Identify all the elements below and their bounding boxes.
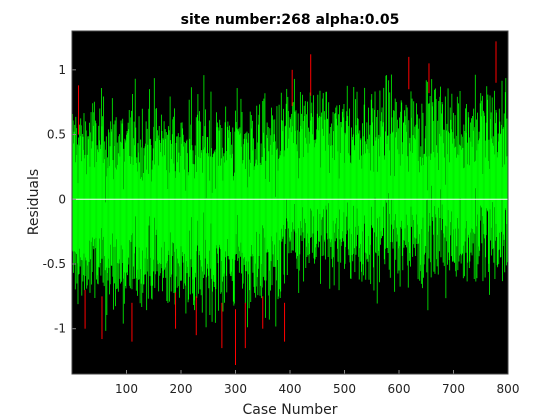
plot-frame xyxy=(71,30,509,375)
chart-title: site number:268 alpha:0.05 xyxy=(181,12,400,28)
y-axis-label: Residuals xyxy=(26,169,42,235)
x-axis-label: Case Number xyxy=(243,402,338,418)
x-tick-label: 600 xyxy=(388,382,411,396)
x-tick-label: 300 xyxy=(224,382,247,396)
x-tick-label: 700 xyxy=(442,382,465,396)
y-tick-label: 1 xyxy=(58,63,66,77)
x-tick-label: 500 xyxy=(333,382,356,396)
y-axis-ticks: -1 -0.5 0 0.5 1 xyxy=(43,63,76,336)
outlier-intervals xyxy=(78,41,497,365)
x-tick-label: 800 xyxy=(497,382,520,396)
x-tick-label: 400 xyxy=(279,382,302,396)
y-tick-label: 0.5 xyxy=(47,128,66,142)
y-tick-label: -1 xyxy=(54,322,66,336)
x-tick-label: 100 xyxy=(115,382,138,396)
x-tick-label: 200 xyxy=(170,382,193,396)
y-tick-label: -0.5 xyxy=(43,257,66,271)
residual-intervals xyxy=(72,74,509,331)
y-tick-label: 0 xyxy=(58,192,66,206)
x-axis-ticks: 100 200 300 400 500 600 700 800 xyxy=(115,370,519,396)
